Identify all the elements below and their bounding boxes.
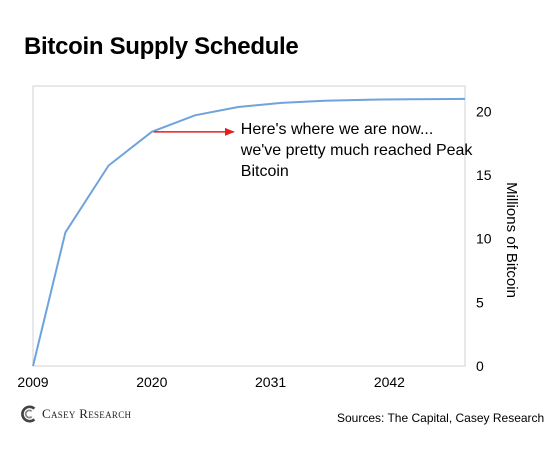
casey-research-logo: Casey Research xyxy=(20,402,131,426)
x-tick-label: 2020 xyxy=(136,374,167,390)
series-line-bitcoin-supply xyxy=(32,97,466,367)
logo-text: Casey Research xyxy=(42,406,132,421)
plot-frame xyxy=(32,85,466,367)
annotation-line: we've pretty much reached Peak xyxy=(240,142,474,159)
y-tick-label: 15 xyxy=(476,167,492,183)
annotation-text: Here's where we are now... we've pretty m… xyxy=(240,121,474,180)
annotation-line: Here's where we are now... xyxy=(241,121,433,138)
source-note: Sources: The Capital, Casey Research xyxy=(337,411,545,425)
annotation-line: Bitcoin xyxy=(241,163,289,180)
y-tick-label: 10 xyxy=(476,231,492,247)
y-axis-label: Millions of Bitcoin xyxy=(503,182,520,298)
y-axis-ticks: 0 5 10 15 20 xyxy=(476,103,492,374)
x-tick-label: 2009 xyxy=(17,374,48,390)
chart-title: Bitcoin Supply Schedule xyxy=(24,33,299,60)
y-tick-label: 5 xyxy=(476,294,484,310)
y-tick-label: 0 xyxy=(476,358,484,374)
casey-research-logo-icon xyxy=(21,405,36,423)
y-tick-label: 20 xyxy=(476,103,492,119)
x-tick-label: 2042 xyxy=(374,374,405,390)
x-tick-label: 2031 xyxy=(255,374,286,390)
x-axis-ticks: 2009 2020 2031 2042 xyxy=(17,374,405,390)
